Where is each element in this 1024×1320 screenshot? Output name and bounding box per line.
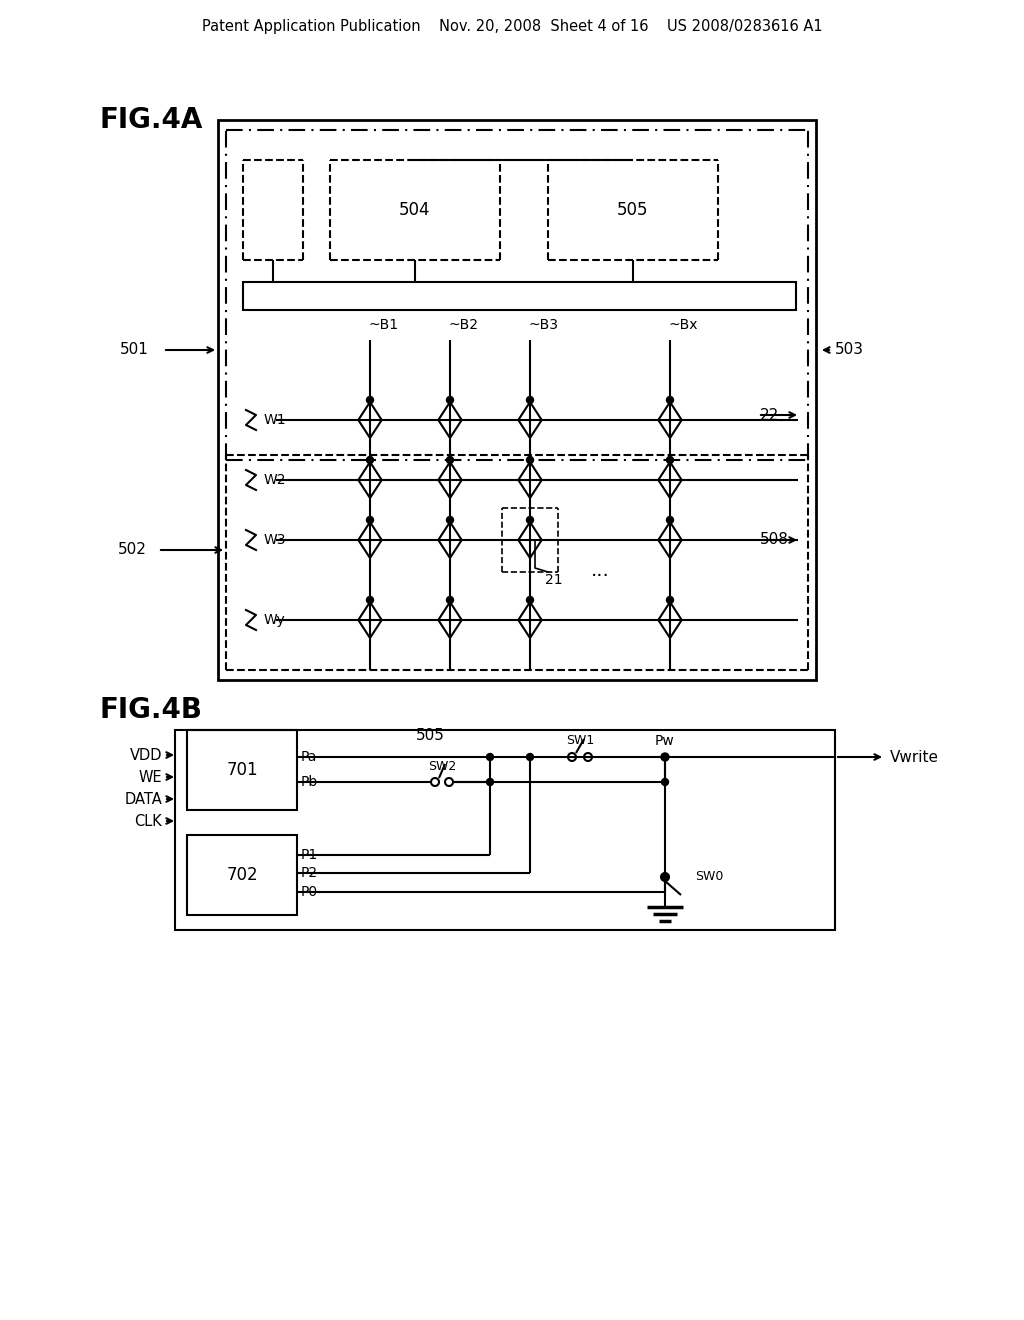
Text: FIG.4A: FIG.4A bbox=[100, 106, 204, 135]
Circle shape bbox=[446, 396, 454, 404]
Text: W2: W2 bbox=[264, 473, 287, 487]
Circle shape bbox=[667, 457, 674, 463]
Circle shape bbox=[446, 516, 454, 524]
Text: CLK: CLK bbox=[134, 813, 162, 829]
Text: 503: 503 bbox=[835, 342, 864, 358]
Circle shape bbox=[367, 396, 374, 404]
Text: 505: 505 bbox=[617, 201, 649, 219]
Text: ~B2: ~B2 bbox=[449, 318, 478, 333]
Circle shape bbox=[662, 779, 669, 785]
Circle shape bbox=[486, 779, 494, 785]
Text: SW2: SW2 bbox=[428, 759, 456, 772]
Text: FIG.4B: FIG.4B bbox=[100, 696, 203, 723]
Text: ~Bx: ~Bx bbox=[668, 318, 697, 333]
Text: ...: ... bbox=[591, 561, 609, 579]
Text: 502: 502 bbox=[118, 543, 146, 557]
Text: 21: 21 bbox=[545, 573, 562, 587]
Circle shape bbox=[526, 457, 534, 463]
Circle shape bbox=[662, 874, 669, 880]
Circle shape bbox=[526, 597, 534, 603]
Bar bbox=[243, 282, 796, 310]
Circle shape bbox=[667, 516, 674, 524]
Text: ~B3: ~B3 bbox=[528, 318, 558, 333]
Text: P1: P1 bbox=[301, 847, 318, 862]
Circle shape bbox=[367, 597, 374, 603]
Text: Pa: Pa bbox=[301, 750, 317, 764]
Circle shape bbox=[446, 597, 454, 603]
Text: W3: W3 bbox=[264, 533, 287, 546]
Bar bbox=[218, 120, 816, 680]
Bar bbox=[187, 836, 297, 915]
Bar bbox=[175, 730, 835, 931]
Text: Wy: Wy bbox=[264, 612, 286, 627]
Text: ~B1: ~B1 bbox=[368, 318, 398, 333]
Bar bbox=[187, 730, 297, 810]
Text: 504: 504 bbox=[399, 201, 431, 219]
Text: VDD: VDD bbox=[129, 747, 162, 763]
Circle shape bbox=[526, 516, 534, 524]
Text: Pb: Pb bbox=[301, 775, 318, 789]
Text: Patent Application Publication    Nov. 20, 2008  Sheet 4 of 16    US 2008/028361: Patent Application Publication Nov. 20, … bbox=[202, 20, 822, 34]
Text: Vwrite: Vwrite bbox=[890, 750, 939, 764]
Text: 508: 508 bbox=[760, 532, 788, 548]
Text: WE: WE bbox=[138, 770, 162, 784]
Circle shape bbox=[667, 597, 674, 603]
Text: P0: P0 bbox=[301, 884, 318, 899]
Text: DATA: DATA bbox=[124, 792, 162, 807]
Circle shape bbox=[446, 457, 454, 463]
Text: SW0: SW0 bbox=[695, 870, 723, 883]
Text: 501: 501 bbox=[120, 342, 148, 358]
Circle shape bbox=[667, 396, 674, 404]
Text: 22: 22 bbox=[760, 408, 779, 422]
Circle shape bbox=[526, 754, 534, 760]
Circle shape bbox=[367, 516, 374, 524]
Circle shape bbox=[486, 754, 494, 760]
Text: 701: 701 bbox=[226, 762, 258, 779]
Circle shape bbox=[367, 457, 374, 463]
Text: W1: W1 bbox=[264, 413, 287, 426]
Circle shape bbox=[526, 396, 534, 404]
Text: 505: 505 bbox=[416, 727, 444, 742]
Text: P2: P2 bbox=[301, 866, 318, 880]
Text: 702: 702 bbox=[226, 866, 258, 884]
Circle shape bbox=[662, 752, 669, 762]
Text: SW1: SW1 bbox=[566, 734, 594, 747]
Text: Pw: Pw bbox=[655, 734, 675, 748]
